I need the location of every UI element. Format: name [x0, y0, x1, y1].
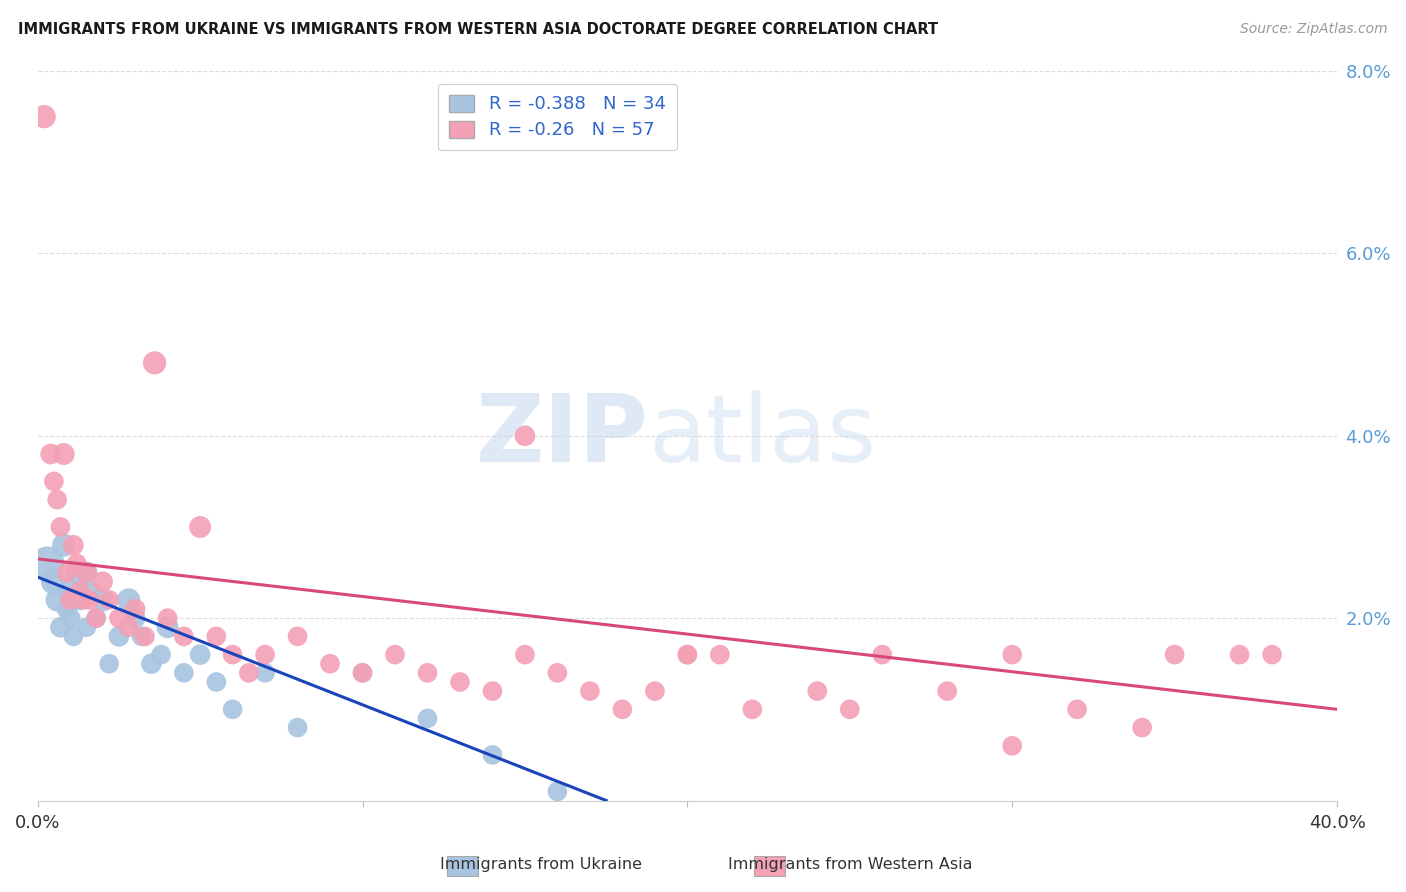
Text: ZIP: ZIP [475, 390, 648, 482]
Point [143, 356, 166, 370]
Point [72, 593, 94, 607]
Point [69, 583, 91, 598]
Point [1261, 648, 1284, 662]
Point [62, 629, 84, 643]
Point [287, 721, 309, 735]
Point [59, 583, 82, 598]
Point [134, 629, 156, 643]
Point [416, 711, 439, 725]
Point [205, 629, 228, 643]
Point [131, 629, 153, 643]
Point [42, 574, 65, 589]
Point [513, 648, 536, 662]
Point [546, 665, 568, 680]
Point [46, 593, 69, 607]
Point [287, 629, 309, 643]
Point [150, 648, 173, 662]
Point [52, 447, 75, 461]
Point [46, 492, 69, 507]
Point [79, 593, 101, 607]
Point [69, 593, 91, 607]
Point [52, 538, 75, 552]
Point [676, 648, 699, 662]
Point [416, 665, 439, 680]
Point [709, 648, 731, 662]
Point [75, 620, 97, 634]
Point [124, 611, 146, 625]
Point [108, 611, 131, 625]
Point [156, 611, 179, 625]
Point [75, 566, 97, 580]
Text: Source: ZipAtlas.com: Source: ZipAtlas.com [1240, 22, 1388, 37]
Point [66, 566, 89, 580]
Point [741, 702, 763, 716]
Point [91, 574, 114, 589]
Point [117, 593, 139, 607]
Point [676, 648, 699, 662]
Point [1066, 702, 1088, 716]
Point [936, 684, 959, 698]
Point [221, 702, 243, 716]
Point [98, 657, 121, 671]
Point [1163, 648, 1185, 662]
Point [352, 665, 374, 680]
Point [91, 593, 114, 607]
Point [84, 611, 107, 625]
Point [546, 784, 568, 798]
Legend: R = -0.388   N = 34, R = -0.26   N = 57: R = -0.388 N = 34, R = -0.26 N = 57 [439, 84, 676, 150]
Point [173, 665, 195, 680]
Point [352, 665, 374, 680]
Point [612, 702, 634, 716]
Point [37, 557, 59, 571]
Point [188, 648, 211, 662]
Point [56, 602, 79, 616]
Point [62, 538, 84, 552]
Point [806, 684, 828, 698]
Text: Immigrants from Western Asia: Immigrants from Western Asia [728, 857, 973, 872]
Point [1229, 648, 1251, 662]
Text: Immigrants from Ukraine: Immigrants from Ukraine [440, 857, 643, 872]
Point [98, 593, 121, 607]
Point [221, 648, 243, 662]
Point [141, 657, 163, 671]
Point [205, 675, 228, 690]
Point [481, 747, 503, 762]
Point [238, 665, 260, 680]
Point [1001, 648, 1024, 662]
Point [254, 648, 277, 662]
Point [319, 657, 342, 671]
Point [254, 665, 277, 680]
Point [108, 629, 131, 643]
Point [124, 602, 146, 616]
Point [117, 620, 139, 634]
Point [872, 648, 894, 662]
Point [1001, 739, 1024, 753]
Point [644, 684, 666, 698]
Point [173, 629, 195, 643]
Point [66, 557, 89, 571]
Point [49, 520, 72, 534]
Point [838, 702, 860, 716]
Point [75, 566, 97, 580]
Point [49, 620, 72, 634]
Point [42, 475, 65, 489]
Point [59, 611, 82, 625]
Text: IMMIGRANTS FROM UKRAINE VS IMMIGRANTS FROM WESTERN ASIA DOCTORATE DEGREE CORRELA: IMMIGRANTS FROM UKRAINE VS IMMIGRANTS FR… [18, 22, 938, 37]
Point [56, 566, 79, 580]
Point [384, 648, 406, 662]
Point [188, 520, 211, 534]
Point [39, 447, 62, 461]
Point [156, 620, 179, 634]
Point [579, 684, 602, 698]
Point [32, 110, 55, 124]
Point [513, 429, 536, 443]
Text: atlas: atlas [648, 390, 876, 482]
Point [1130, 721, 1153, 735]
Point [481, 684, 503, 698]
Point [59, 593, 82, 607]
Point [79, 583, 101, 598]
Point [449, 675, 471, 690]
Point [84, 611, 107, 625]
